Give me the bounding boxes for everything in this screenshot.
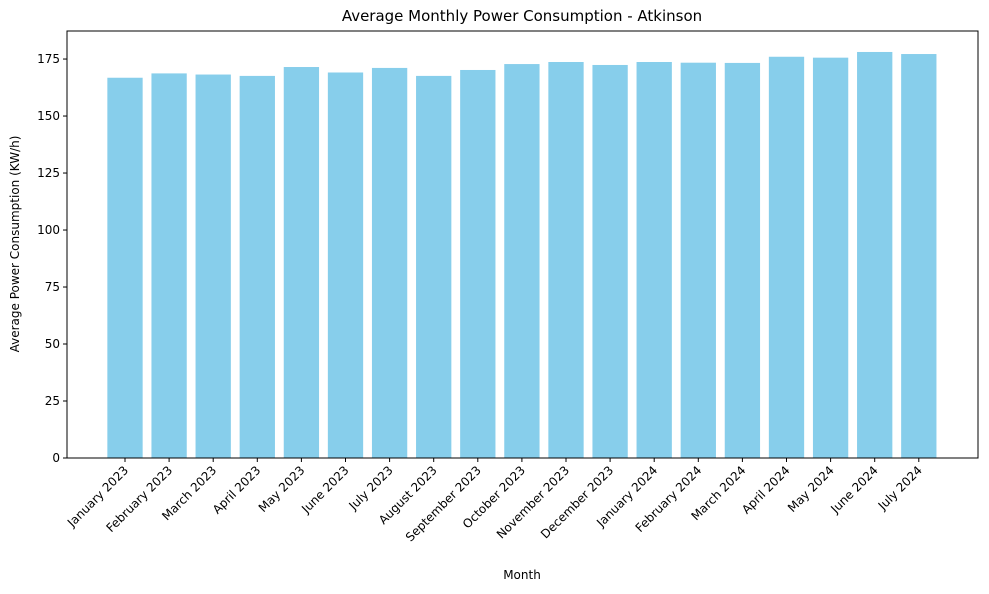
bar (283, 67, 320, 459)
y-tick-label: 25 (45, 394, 60, 408)
bar (371, 67, 408, 459)
y-axis-label: Average Power Consumption (KW/h) (8, 136, 22, 353)
bar (504, 64, 540, 458)
x-tick-label: April 2024 (739, 463, 793, 517)
x-tick-label: July 2024 (875, 463, 925, 513)
y-tick-label: 125 (37, 166, 60, 180)
bar (416, 75, 452, 458)
y-tick-label: 100 (37, 223, 60, 237)
plot-area-frame (66, 30, 979, 459)
bar (768, 56, 805, 458)
bar (548, 62, 584, 458)
bars-layer (107, 51, 937, 459)
bar (680, 62, 716, 458)
y-tick-label: 75 (45, 280, 60, 294)
bar (901, 54, 937, 458)
x-tick-label: September 2023 (403, 463, 484, 544)
y-axis-ticks: 0 25 50 75 100 125 150 175 (37, 52, 67, 465)
bar (239, 75, 275, 458)
y-tick-label: 175 (37, 52, 60, 66)
x-tick-label: June 2023 (298, 463, 351, 516)
bar (195, 74, 231, 458)
bar (460, 69, 496, 458)
x-tick-label: June 2024 (827, 463, 880, 516)
y-tick-label: 50 (45, 337, 60, 351)
y-tick-label: 150 (37, 109, 60, 123)
bar (107, 77, 143, 459)
y-tick-label: 0 (52, 451, 60, 465)
bar (151, 73, 187, 459)
bar (724, 62, 761, 459)
x-tick-label: April 2023 (210, 463, 264, 517)
bar (327, 72, 364, 459)
bar (857, 51, 893, 458)
x-axis-label: Month (503, 568, 541, 582)
bar (592, 64, 628, 458)
bar (812, 57, 849, 459)
bar (636, 62, 672, 458)
chart-title: Average Monthly Power Consumption - Atki… (342, 7, 702, 25)
